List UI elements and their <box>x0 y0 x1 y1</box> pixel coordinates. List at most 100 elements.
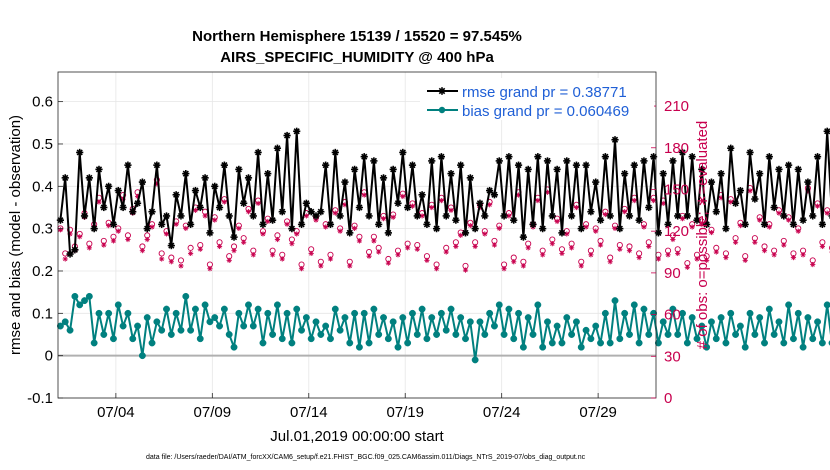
rmse-point <box>206 229 214 237</box>
obs-evaluated-point <box>704 257 710 263</box>
bias-point <box>698 322 706 330</box>
obs-evaluated-point <box>670 236 676 243</box>
rmse-point <box>592 178 600 186</box>
obs-evaluated-point <box>115 228 121 234</box>
rmse-point <box>201 174 209 182</box>
bias-point <box>428 314 436 322</box>
obs-evaluated-point <box>303 213 309 219</box>
bias-point <box>572 318 580 326</box>
rmse-point <box>100 203 108 212</box>
obs-evaluated-point <box>245 209 252 215</box>
rmse-point <box>297 220 306 229</box>
bias-point <box>264 309 272 317</box>
right-axis-ticks: 0 30 60 90 120 150 180 210 <box>664 98 689 407</box>
bias-point <box>404 339 412 347</box>
left-axis-ticks: -0.1 0 0.1 0.2 0.3 0.4 0.5 0.6 <box>27 94 53 407</box>
bias-point <box>269 331 277 338</box>
y-tick-label-left: 0.1 <box>32 305 53 322</box>
rmse-point <box>756 170 764 178</box>
rmse-line <box>59 130 830 256</box>
rmse-bias-series <box>56 127 830 364</box>
rmse-point <box>235 165 243 173</box>
rmse-point <box>543 157 552 165</box>
rmse-point <box>240 199 248 207</box>
obs-evaluated-point <box>159 256 165 262</box>
rmse-point <box>119 203 127 212</box>
tick-marks <box>58 101 656 399</box>
obs-evaluated-point <box>96 199 102 205</box>
rmse-point <box>785 161 793 169</box>
rmse-point <box>384 229 392 237</box>
bias-point <box>206 318 214 326</box>
obs-evaluated-point <box>790 254 797 261</box>
y-tick-label-left: -0.1 <box>27 390 53 407</box>
rmse-point <box>486 186 494 195</box>
bias-point <box>780 339 788 347</box>
obs-evaluated-point <box>202 213 208 219</box>
rmse-point <box>105 182 113 190</box>
x-tick-label: 07/24 <box>483 404 521 421</box>
bias-point <box>249 322 257 330</box>
rmse-point <box>225 212 233 220</box>
rmse-point <box>577 225 585 233</box>
rmse-point <box>177 212 185 220</box>
bias-point <box>481 331 489 338</box>
bias-point <box>490 322 498 330</box>
obs-possible-point <box>828 245 830 251</box>
rmse-point <box>187 220 195 229</box>
bias-point <box>245 301 252 309</box>
bias-point <box>568 331 576 338</box>
obs-evaluated-point <box>636 254 642 261</box>
obs-evaluated-point <box>323 224 329 230</box>
rmse-point <box>572 161 581 169</box>
obs-possible-point <box>187 244 194 251</box>
bias-point <box>298 326 305 334</box>
rmse-point <box>717 170 725 178</box>
bias-point <box>616 335 624 343</box>
bias-point <box>278 335 286 343</box>
obs-evaluated-point <box>573 204 580 211</box>
y-tick-label-right: 30 <box>664 348 681 365</box>
obs-evaluated-point <box>819 243 825 250</box>
rmse-point <box>548 212 556 220</box>
bias-point <box>399 314 407 322</box>
bias-point <box>809 335 817 343</box>
obs-evaluated-point <box>294 231 300 237</box>
bias-point <box>823 301 830 309</box>
bias-point <box>124 309 132 317</box>
rmse-point <box>254 148 262 157</box>
rmse-point <box>71 246 79 254</box>
obs-evaluated-point <box>810 261 816 268</box>
obs-evaluated-point <box>462 267 469 273</box>
rmse-point <box>476 199 484 207</box>
bias-point <box>770 331 778 338</box>
rmse-point <box>760 220 769 229</box>
rmse-point <box>317 208 325 216</box>
bias-point <box>471 356 479 364</box>
obs-evaluated-point <box>501 266 507 272</box>
bias-point <box>370 305 378 313</box>
bias-point <box>172 309 180 317</box>
bias-point <box>510 335 518 343</box>
rmse-point <box>770 203 778 212</box>
obs-evaluated-point <box>578 263 584 269</box>
obs-evaluated-point <box>289 241 295 247</box>
rmse-point <box>442 212 450 220</box>
bias-point <box>679 309 686 317</box>
rmse-point <box>539 225 547 233</box>
bias-point <box>505 305 513 313</box>
bias-point <box>134 322 142 330</box>
obs-evaluated-point <box>178 263 184 269</box>
obs-evaluated-point <box>101 242 107 248</box>
rmse-point <box>80 212 89 220</box>
bias-point <box>327 335 334 343</box>
y-axis-label-right: # of obs: o=possible; ∗=evaluated <box>694 121 711 350</box>
bias-point <box>785 301 793 309</box>
obs-evaluated-point <box>679 216 686 222</box>
rmse-point <box>90 225 98 233</box>
obs-evaluated-point <box>318 263 324 269</box>
bias-point <box>302 314 310 322</box>
bias-point <box>336 326 344 334</box>
bias-point <box>703 343 711 351</box>
